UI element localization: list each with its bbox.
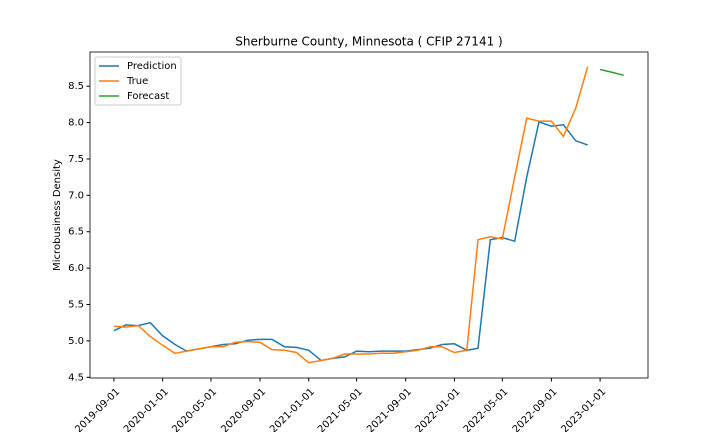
x-tick-label: 2021-05-01 — [316, 386, 365, 432]
x-tick-label: 2023-01-01 — [559, 386, 608, 432]
y-tick-label: 7.0 — [68, 190, 84, 201]
plot-frame — [89, 51, 649, 379]
y-tick-label: 5.5 — [68, 300, 84, 311]
series-line — [113, 120, 588, 362]
legend-label: Forecast — [127, 91, 169, 102]
y-tick-label: 5.0 — [68, 336, 84, 347]
y-tick-label: 8.0 — [68, 118, 84, 129]
legend-box — [94, 56, 182, 106]
y-axis-label: Microbusiness Density — [52, 159, 63, 271]
series-line — [599, 68, 624, 77]
y-tick-label: 6.0 — [68, 263, 84, 274]
x-tick-label: 2021-01-01 — [268, 386, 317, 432]
y-tick-label: 7.5 — [68, 154, 84, 165]
chart-title: Sherburne County, Minnesota ( CFIP 27141… — [235, 35, 502, 49]
x-tick-label: 2020-09-01 — [219, 386, 268, 432]
legend-label: Prediction — [127, 61, 177, 72]
y-tick-label: 6.5 — [68, 227, 84, 238]
x-tick-label: 2022-01-01 — [414, 386, 463, 432]
y-tick-label: 4.5 — [68, 372, 84, 383]
x-tick-label: 2020-05-01 — [170, 386, 219, 432]
x-tick-label: 2022-05-01 — [462, 386, 511, 432]
series-line — [113, 66, 589, 364]
x-tick-label: 2019-09-01 — [73, 386, 122, 432]
x-tick-label: 2021-09-01 — [365, 386, 414, 432]
legend-label: True — [126, 76, 148, 87]
y-tick-label: 8.5 — [68, 81, 84, 92]
x-tick-label: 2022-09-01 — [511, 386, 560, 432]
x-tick-label: 2020-01-01 — [122, 386, 171, 432]
